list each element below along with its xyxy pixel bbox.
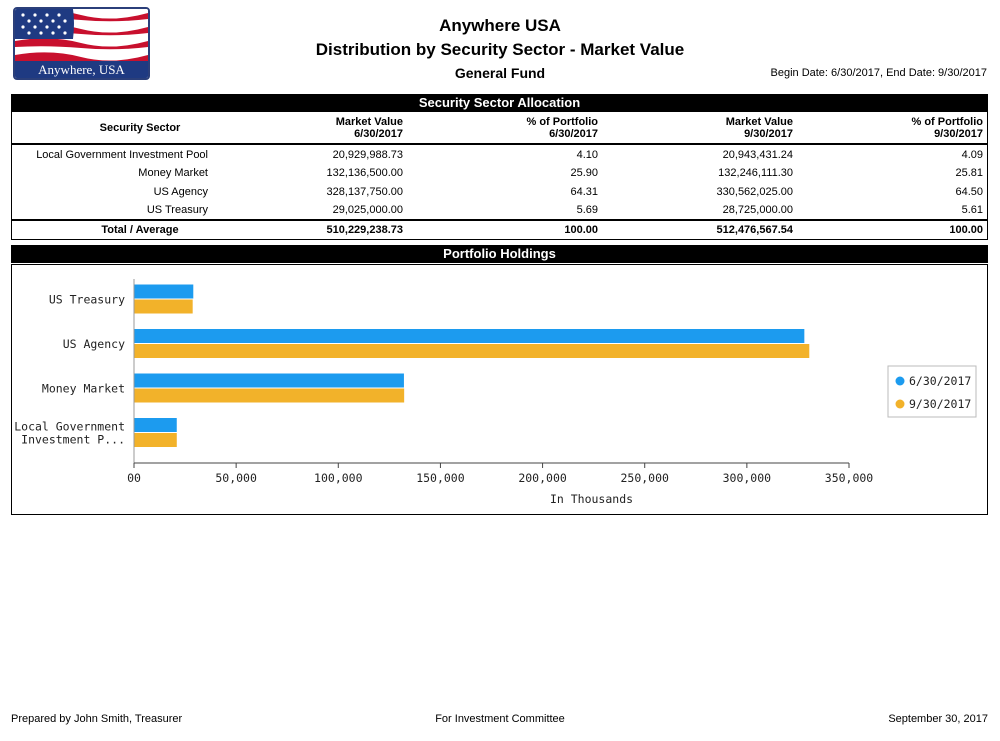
cell-sector: US Treasury — [146, 204, 208, 216]
cell-pct-end: 4.09 — [961, 149, 983, 161]
flag-icon — [15, 9, 148, 61]
x-tick-label: 00 — [127, 471, 141, 485]
cell-mv-begin: 29,025,000.00 — [332, 204, 403, 216]
bar-end — [134, 299, 193, 314]
allocation-table: Security Sector Market Value 6/30/2017 % … — [12, 112, 987, 239]
header-pct-end: % of Portfolio 9/30/2017 — [911, 115, 984, 140]
x-axis-label: In Thousands — [550, 492, 633, 506]
cell-mv-end: 330,562,025.00 — [716, 185, 793, 198]
bar-end — [134, 344, 810, 358]
cell-pct-end: 5.61 — [961, 204, 983, 216]
x-tick-label: 50,000 — [215, 471, 257, 485]
cell-pct-begin: 4.10 — [576, 149, 598, 161]
x-tick-label: 350,000 — [825, 471, 874, 485]
bar-end — [134, 388, 405, 403]
x-tick-label: 250,000 — [620, 471, 669, 485]
cell-total-label: Total / Average — [101, 224, 179, 236]
table-row: US Agency 328,137,750.00 64.31 330,562,0… — [12, 182, 987, 201]
cell-total-mv-end: 512,476,567.54 — [716, 224, 793, 236]
total-row: Total / Average 510,229,238.73 100.00 51… — [12, 220, 987, 239]
cell-pct-begin: 64.31 — [570, 185, 598, 198]
fund-name: General Fund — [454, 65, 546, 81]
legend-label: 6/30/2017 — [909, 374, 971, 388]
cell-total-pct-begin: 100.00 — [564, 224, 598, 236]
cell-pct-end: 25.81 — [955, 166, 983, 179]
cell-mv-end: 20,943,431.24 — [722, 149, 793, 161]
table-header-row: Security Sector Market Value 6/30/2017 % … — [12, 112, 987, 144]
category-label: Investment P... — [21, 433, 125, 447]
cell-mv-end: 28,725,000.00 — [722, 204, 793, 216]
cell-total-mv-begin: 510,229,238.73 — [326, 224, 403, 236]
x-tick-label: 200,000 — [518, 471, 567, 485]
header-pct-begin: % of Portfolio 6/30/2017 — [526, 115, 599, 140]
cell-mv-begin: 328,137,750.00 — [326, 185, 403, 198]
bar-begin — [134, 373, 404, 388]
cell-pct-begin: 5.69 — [576, 204, 598, 216]
cell-mv-begin: 132,136,500.00 — [326, 166, 403, 179]
holdings-section-header: Portfolio Holdings — [11, 245, 988, 263]
cell-pct-end: 64.50 — [955, 185, 983, 198]
holdings-bar-chart: US Treasury US Agency Money Market Local Go… — [14, 279, 977, 506]
table-row: US Treasury 29,025,000.00 5.69 28,725,00… — [12, 201, 987, 220]
cell-total-pct-end: 100.00 — [949, 224, 983, 236]
cell-sector: US Agency — [153, 185, 208, 198]
holdings-chart-container: US Treasury US Agency Money Market Local Go… — [11, 264, 988, 515]
cell-sector: Local Government Investment Pool — [36, 149, 208, 161]
bar-begin — [134, 329, 805, 343]
bar-end — [134, 433, 177, 447]
footer-prepared-by: Prepared by John Smith, Treasurer — [11, 713, 183, 725]
legend-box — [887, 365, 977, 418]
table-row: Money Market 132,136,500.00 25.90 132,24… — [12, 163, 987, 182]
category-label: US Agency — [63, 337, 125, 351]
date-range: Begin Date: 6/30/2017, End Date: 9/30/20… — [770, 67, 988, 79]
category-label: Money Market — [42, 382, 125, 396]
category-label: Local Government — [14, 420, 125, 434]
cell-mv-end: 132,246,111.30 — [718, 166, 793, 179]
cell-sector: Money Market — [138, 166, 208, 179]
logo: Anywhere, USA — [13, 7, 150, 80]
allocation-table-container: Security Sector Market Value 6/30/2017 % … — [11, 112, 988, 240]
page-subtitle: Distribution by Security Sector - Market… — [315, 40, 685, 59]
bar-begin — [134, 418, 177, 432]
legend-label: 9/30/2017 — [909, 397, 971, 411]
table-row: Local Government Investment Pool 20,929,… — [12, 144, 987, 163]
x-tick-label: 100,000 — [314, 471, 363, 485]
allocation-section-header: Security Sector Allocation — [11, 94, 988, 112]
logo-caption: Anywhere, USA — [15, 61, 148, 78]
cell-mv-begin: 20,929,988.73 — [332, 149, 403, 161]
x-tick-label: 300,000 — [723, 471, 772, 485]
page-title: Anywhere USA — [439, 16, 561, 35]
footer-purpose: For Investment Committee — [435, 713, 565, 725]
header-market-value-end: Market Value 9/30/2017 — [725, 115, 793, 140]
footer-date: September 30, 2017 — [888, 713, 988, 725]
cell-pct-begin: 25.90 — [570, 166, 598, 179]
header-security-sector: Security Sector — [99, 121, 181, 134]
x-tick-label: 150,000 — [416, 471, 465, 485]
header-market-value-begin: Market Value 6/30/2017 — [335, 115, 403, 140]
bar-begin — [134, 284, 194, 299]
legend-marker — [895, 399, 905, 409]
legend-marker — [895, 376, 905, 386]
category-label: US Treasury — [49, 293, 125, 307]
